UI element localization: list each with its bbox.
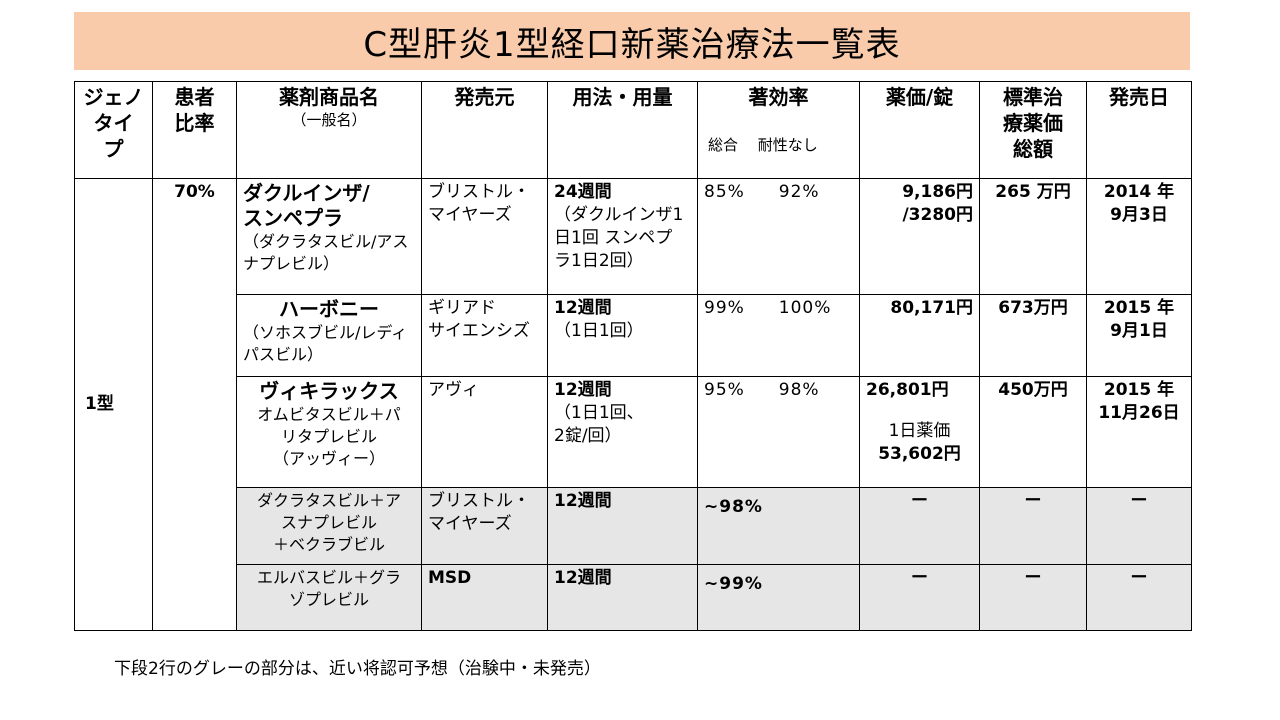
header-genotype: ジェノ タイ プ	[74, 81, 153, 179]
dosage: 12週間 （1日1回、 2錠/回）	[547, 376, 698, 488]
price: ー	[859, 487, 980, 565]
header-dosage: 用法・用量	[547, 81, 698, 179]
drug-name: エルバスビル＋グラ ゾプレビル	[236, 564, 422, 631]
footnote: 下段2行のグレーの部分は、近い将認可予想（治験中・未発売）	[114, 659, 601, 679]
header-row: ジェノ タイ プ 患者 比率 薬剤商品名 （一般名） 発売元 用法・用量 著効率…	[74, 81, 1192, 179]
price: 80,171円	[859, 294, 980, 377]
manufacturer: アヴィ	[421, 376, 548, 488]
header-efficacy: 著効率 総合 耐性なし	[697, 81, 860, 179]
release-date: ー	[1086, 487, 1192, 565]
header-patient-ratio: 患者 比率	[152, 81, 237, 179]
standard-total: ー	[979, 564, 1087, 631]
table-row: 1型 70% ダクルインザ/ スンペプラ （ダクラタスビル/アス ナプレビル） …	[74, 178, 1192, 631]
efficacy: 95% 98%	[697, 376, 860, 488]
drug-name: ダクルインザ/ スンペプラ （ダクラタスビル/アス ナプレビル）	[236, 178, 422, 295]
table-row: ダクラタスビル＋ア スナプレビル ＋ベクラブビル ブリストル・ マイヤーズ 12…	[75, 487, 1192, 565]
price: ー	[859, 564, 980, 631]
header-standard-total: 標準治 療薬価 総額	[979, 81, 1087, 179]
release-date: 2015 年 11月26日	[1086, 376, 1192, 488]
release-date: 2014 年 9月3日	[1086, 178, 1192, 295]
manufacturer: ブリストル・ マイヤーズ	[421, 487, 548, 565]
drug-name: ヴィキラックス オムビタスビル＋パ リタプレビル （アッヴィー）	[236, 376, 422, 488]
table-row: ハーボニー （ソホスブビル/レディ パスビル） ギリアド サイエンシズ 12週間…	[75, 294, 1192, 377]
release-date: ー	[1086, 564, 1192, 631]
release-date: 2015 年 9月1日	[1086, 294, 1192, 377]
genotype-value: 1型	[74, 178, 153, 631]
dosage: 24週間 （ダクルインザ1 日1回 スンペプ ラ1日2回）	[547, 178, 698, 295]
manufacturer: ギリアド サイエンシズ	[421, 294, 548, 377]
price: 26,801円 1日薬価 53,602円	[859, 376, 980, 488]
standard-total: ー	[979, 487, 1087, 565]
efficacy: 99% 100%	[697, 294, 860, 377]
title-banner: C型肝炎1型経口新薬治療法一覧表	[74, 12, 1190, 70]
header-release-date: 発売日	[1086, 81, 1192, 179]
dosage: 12週間	[547, 564, 698, 631]
drug-name: ハーボニー （ソホスブビル/レディ パスビル）	[236, 294, 422, 377]
standard-total: 673万円	[979, 294, 1087, 377]
efficacy: ~98%	[697, 487, 860, 565]
drug-name: ダクラタスビル＋ア スナプレビル ＋ベクラブビル	[236, 487, 422, 565]
table-row: ヴィキラックス オムビタスビル＋パ リタプレビル （アッヴィー） アヴィ 12週…	[75, 376, 1192, 488]
header-price: 薬価/錠	[859, 81, 980, 179]
efficacy: ~99%	[697, 564, 860, 631]
manufacturer: MSD	[421, 564, 548, 631]
dosage: 12週間	[547, 487, 698, 565]
page-title: C型肝炎1型経口新薬治療法一覧表	[363, 24, 901, 65]
header-drug-name: 薬剤商品名 （一般名）	[236, 81, 422, 179]
table-row: エルバスビル＋グラ ゾプレビル MSD 12週間 ~99% ー ー ー	[75, 564, 1192, 631]
header-manufacturer: 発売元	[421, 81, 548, 179]
patient-ratio-value: 70%	[152, 178, 237, 631]
dosage: 12週間 （1日1回）	[547, 294, 698, 377]
standard-total: 450万円	[979, 376, 1087, 488]
standard-total: 265 万円	[979, 178, 1087, 295]
manufacturer: ブリストル・ マイヤーズ	[421, 178, 548, 295]
treatment-table: ジェノ タイ プ 患者 比率 薬剤商品名 （一般名） 発売元 用法・用量 著効率…	[74, 81, 1192, 631]
price: 9,186円 /3280円	[859, 178, 980, 295]
efficacy: 85% 92%	[697, 178, 860, 295]
